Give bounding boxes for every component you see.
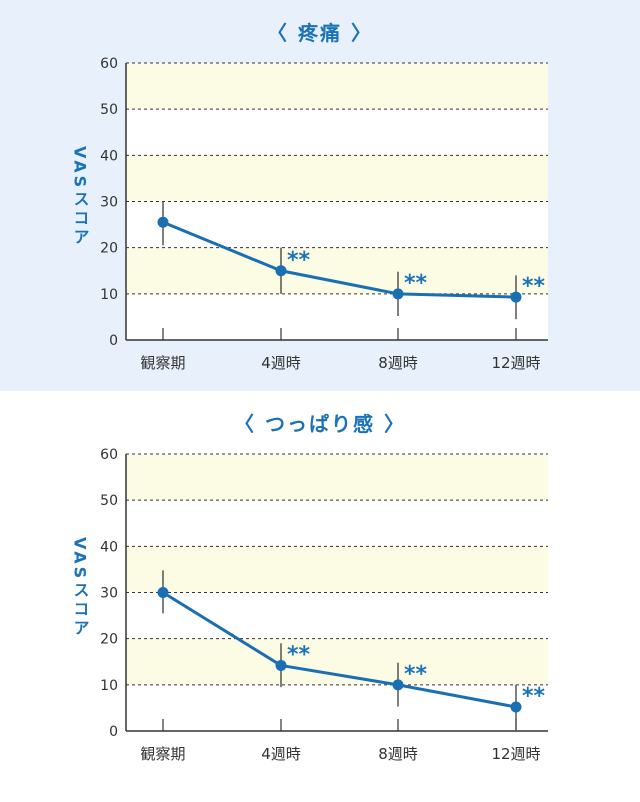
data-point	[510, 291, 522, 303]
y-tick-label: 10	[100, 287, 118, 303]
y-tick-label: 40	[100, 148, 118, 164]
significance-mark: **	[404, 662, 428, 687]
y-tick-label: 50	[100, 493, 118, 509]
plot-band	[126, 500, 548, 547]
y-tick-label: 0	[109, 333, 118, 349]
y-tick-label: 40	[100, 539, 118, 555]
y-tick-label: 60	[100, 56, 118, 72]
y-tick-label: 30	[100, 195, 118, 211]
x-tick-label: 4週時	[261, 354, 301, 372]
data-point	[157, 587, 169, 598]
significance-mark: **	[522, 684, 546, 709]
plot-band	[126, 201, 548, 248]
series-line	[162, 220, 517, 299]
y-axis-label: VASスコア	[71, 146, 90, 247]
data-point	[392, 679, 404, 691]
data-point	[275, 659, 287, 671]
x-tick-label: 4週時	[261, 745, 301, 763]
y-tick-label: 20	[100, 241, 118, 257]
plot-band	[126, 109, 548, 156]
x-tick-label: 8週時	[378, 745, 418, 763]
data-point	[392, 288, 404, 300]
plot-band	[126, 546, 548, 593]
plot-band	[126, 155, 548, 202]
chart-panel-tightness: 〈 つっぱり感 〉 0 10 20 30 40 50 60 VASスコア観察期 4週時 8週時 12…	[0, 391, 640, 802]
plot-band	[126, 63, 548, 110]
x-tick-label: 8週時	[378, 354, 418, 372]
data-point	[275, 265, 287, 277]
data-point	[157, 216, 169, 228]
series-line	[162, 591, 517, 709]
significance-mark: **	[287, 642, 311, 667]
y-tick-label: 20	[100, 632, 118, 648]
plot-band	[126, 638, 548, 685]
y-tick-label: 30	[100, 586, 118, 602]
significance-mark: **	[522, 274, 546, 299]
y-tick-label: 0	[109, 724, 118, 740]
y-tick-label: 60	[100, 447, 118, 463]
plot-band	[126, 293, 548, 340]
y-axis-label: VASスコア	[71, 537, 90, 638]
chart-panel-pain: 〈 疼痛 〉 0 10 20 30 40 50 60 VASスコア観察期 4週時 8週時 12週時 *…	[0, 0, 640, 391]
y-tick-label: 10	[100, 678, 118, 694]
x-tick-label: 観察期	[140, 745, 185, 763]
x-tick-label: 12週時	[491, 745, 540, 763]
x-tick-label: 観察期	[140, 354, 185, 372]
plot-band	[126, 454, 548, 501]
significance-mark: **	[287, 248, 311, 273]
chart-title: 〈 つっぱり感 〉	[234, 412, 406, 436]
plot-band	[126, 592, 548, 639]
significance-mark: **	[404, 271, 428, 296]
plot-band	[126, 684, 548, 731]
chart-title: 〈 疼痛 〉	[267, 21, 373, 45]
data-point	[510, 701, 522, 713]
y-tick-label: 50	[100, 102, 118, 118]
plot-band	[126, 247, 548, 294]
x-tick-label: 12週時	[491, 354, 540, 372]
